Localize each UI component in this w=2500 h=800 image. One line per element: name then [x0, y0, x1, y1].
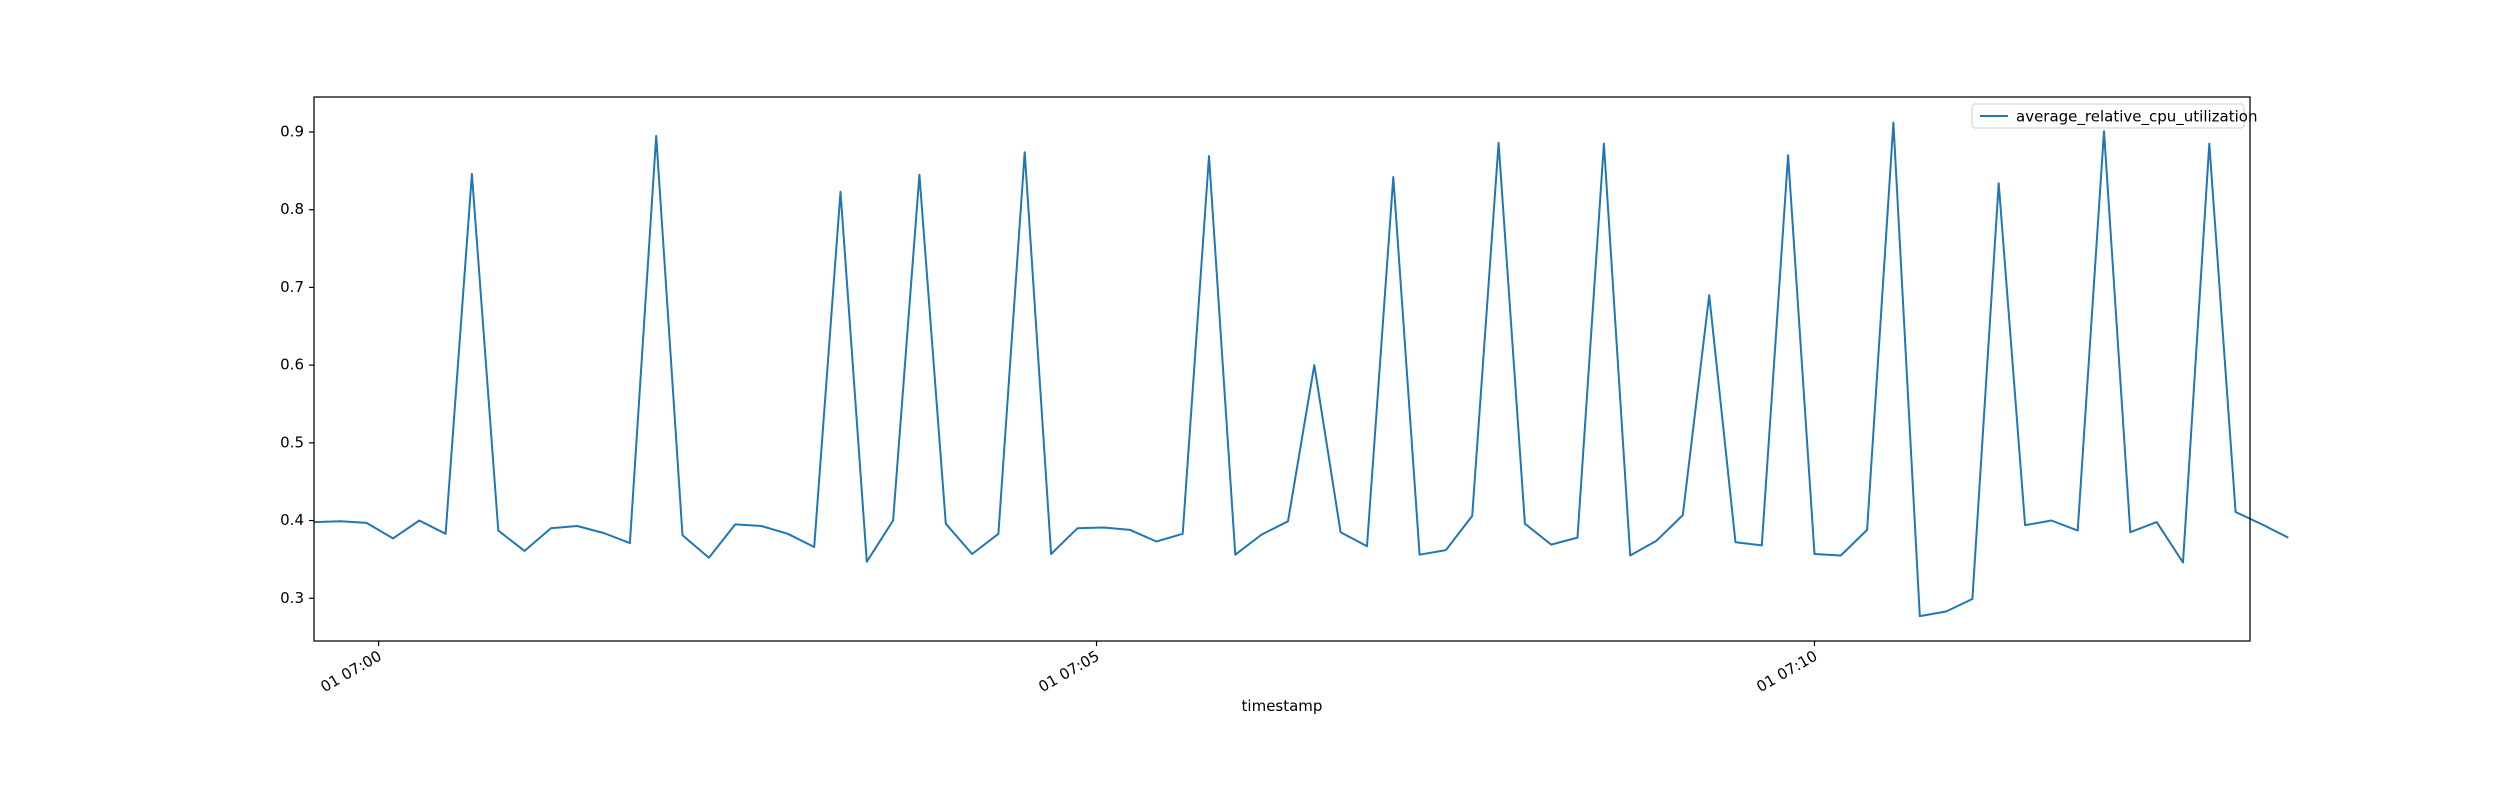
y-axis: 0.3 0.4 0.5 0.6 0.7 0.8 0.9 — [280, 122, 314, 607]
legend-label: average_relative_cpu_utilization — [2016, 108, 2257, 127]
y-tick-label: 0.6 — [280, 356, 304, 374]
y-tick-label: 0.7 — [280, 278, 304, 296]
y-tick-label: 0.3 — [280, 589, 304, 607]
x-axis-label: timestamp — [1242, 697, 1323, 715]
y-tick-label: 0.5 — [280, 433, 304, 451]
legend-box — [1971, 103, 2245, 129]
y-tick-label: 0.8 — [280, 200, 304, 218]
y-tick-label: 0.4 — [280, 511, 304, 529]
series-line — [313, 121, 2289, 618]
series-layer — [313, 121, 2289, 618]
legend: average_relative_cpu_utilization — [1971, 103, 2257, 129]
plot-area-frame — [313, 96, 2251, 642]
y-tick-label: 0.9 — [280, 122, 304, 140]
